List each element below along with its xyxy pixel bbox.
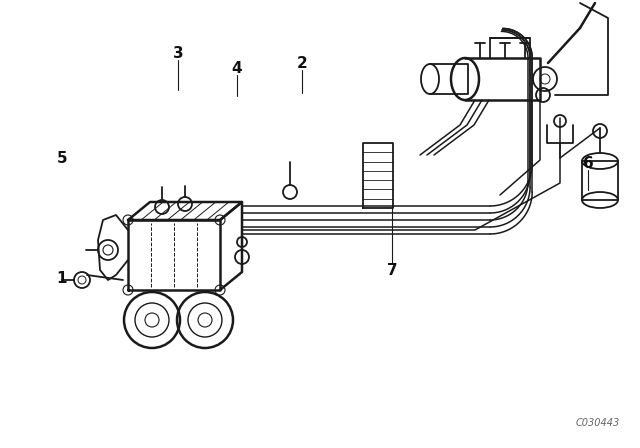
Text: 4: 4 [232, 60, 243, 76]
Text: 1: 1 [57, 271, 67, 285]
Text: 6: 6 [582, 155, 593, 171]
Text: 2: 2 [296, 56, 307, 70]
Text: 7: 7 [387, 263, 397, 277]
Text: 5: 5 [57, 151, 67, 165]
Text: C030443: C030443 [576, 418, 620, 428]
Text: 3: 3 [173, 46, 183, 60]
